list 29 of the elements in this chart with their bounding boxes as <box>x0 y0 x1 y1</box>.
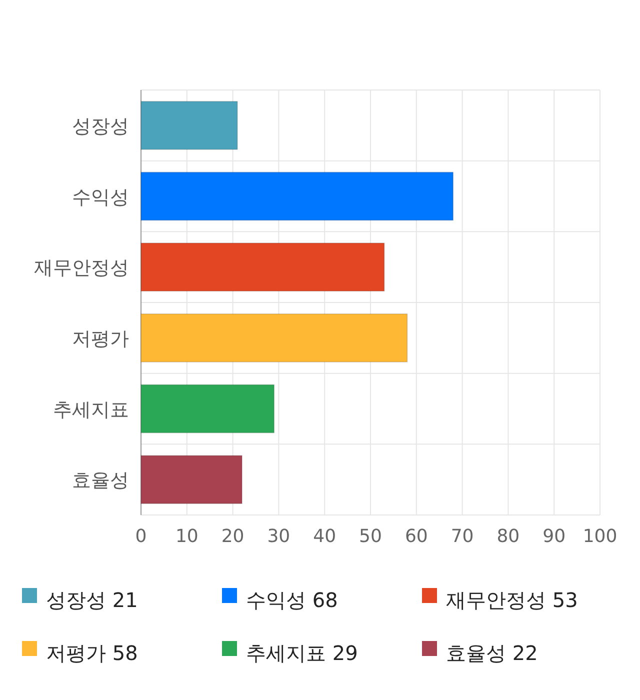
text: 추세지표 29 <box>246 641 358 665</box>
x-tick-label: 50 <box>359 526 382 547</box>
y-tick-label: 재무안정성 <box>34 257 129 280</box>
text: 성장성 21 <box>46 588 138 612</box>
x-tick-label: 70 <box>450 526 474 547</box>
bar <box>140 100 238 150</box>
x-tick-label: 80 <box>496 526 520 547</box>
y-tick-label: 저평가 <box>72 328 129 350</box>
text: 재무안정성 53 <box>446 588 578 612</box>
y-tick-label: 성장성 <box>72 115 129 138</box>
y-tick-label: 추세지표 <box>53 398 129 421</box>
x-tick-label: 20 <box>221 526 244 547</box>
bar <box>140 455 242 504</box>
x-tick-label: 90 <box>542 526 566 547</box>
y-tick-label: 효율성 <box>72 470 129 492</box>
bar <box>140 384 275 434</box>
x-tick-label: 100 <box>582 526 618 547</box>
y-tick-label: 수익성 <box>72 186 129 208</box>
text: 효율성 22 <box>446 641 538 665</box>
x-tick-label: 10 <box>175 526 198 547</box>
x-tick-label: 40 <box>313 526 336 547</box>
bar <box>140 313 408 362</box>
text: 저평가 58 <box>46 641 138 665</box>
text: 수익성 68 <box>246 588 338 612</box>
x-tick-label: 30 <box>267 526 290 547</box>
x-tick-label: 0 <box>135 526 147 547</box>
bar <box>140 172 454 221</box>
x-tick-label: 60 <box>404 526 428 547</box>
bar <box>140 242 385 292</box>
